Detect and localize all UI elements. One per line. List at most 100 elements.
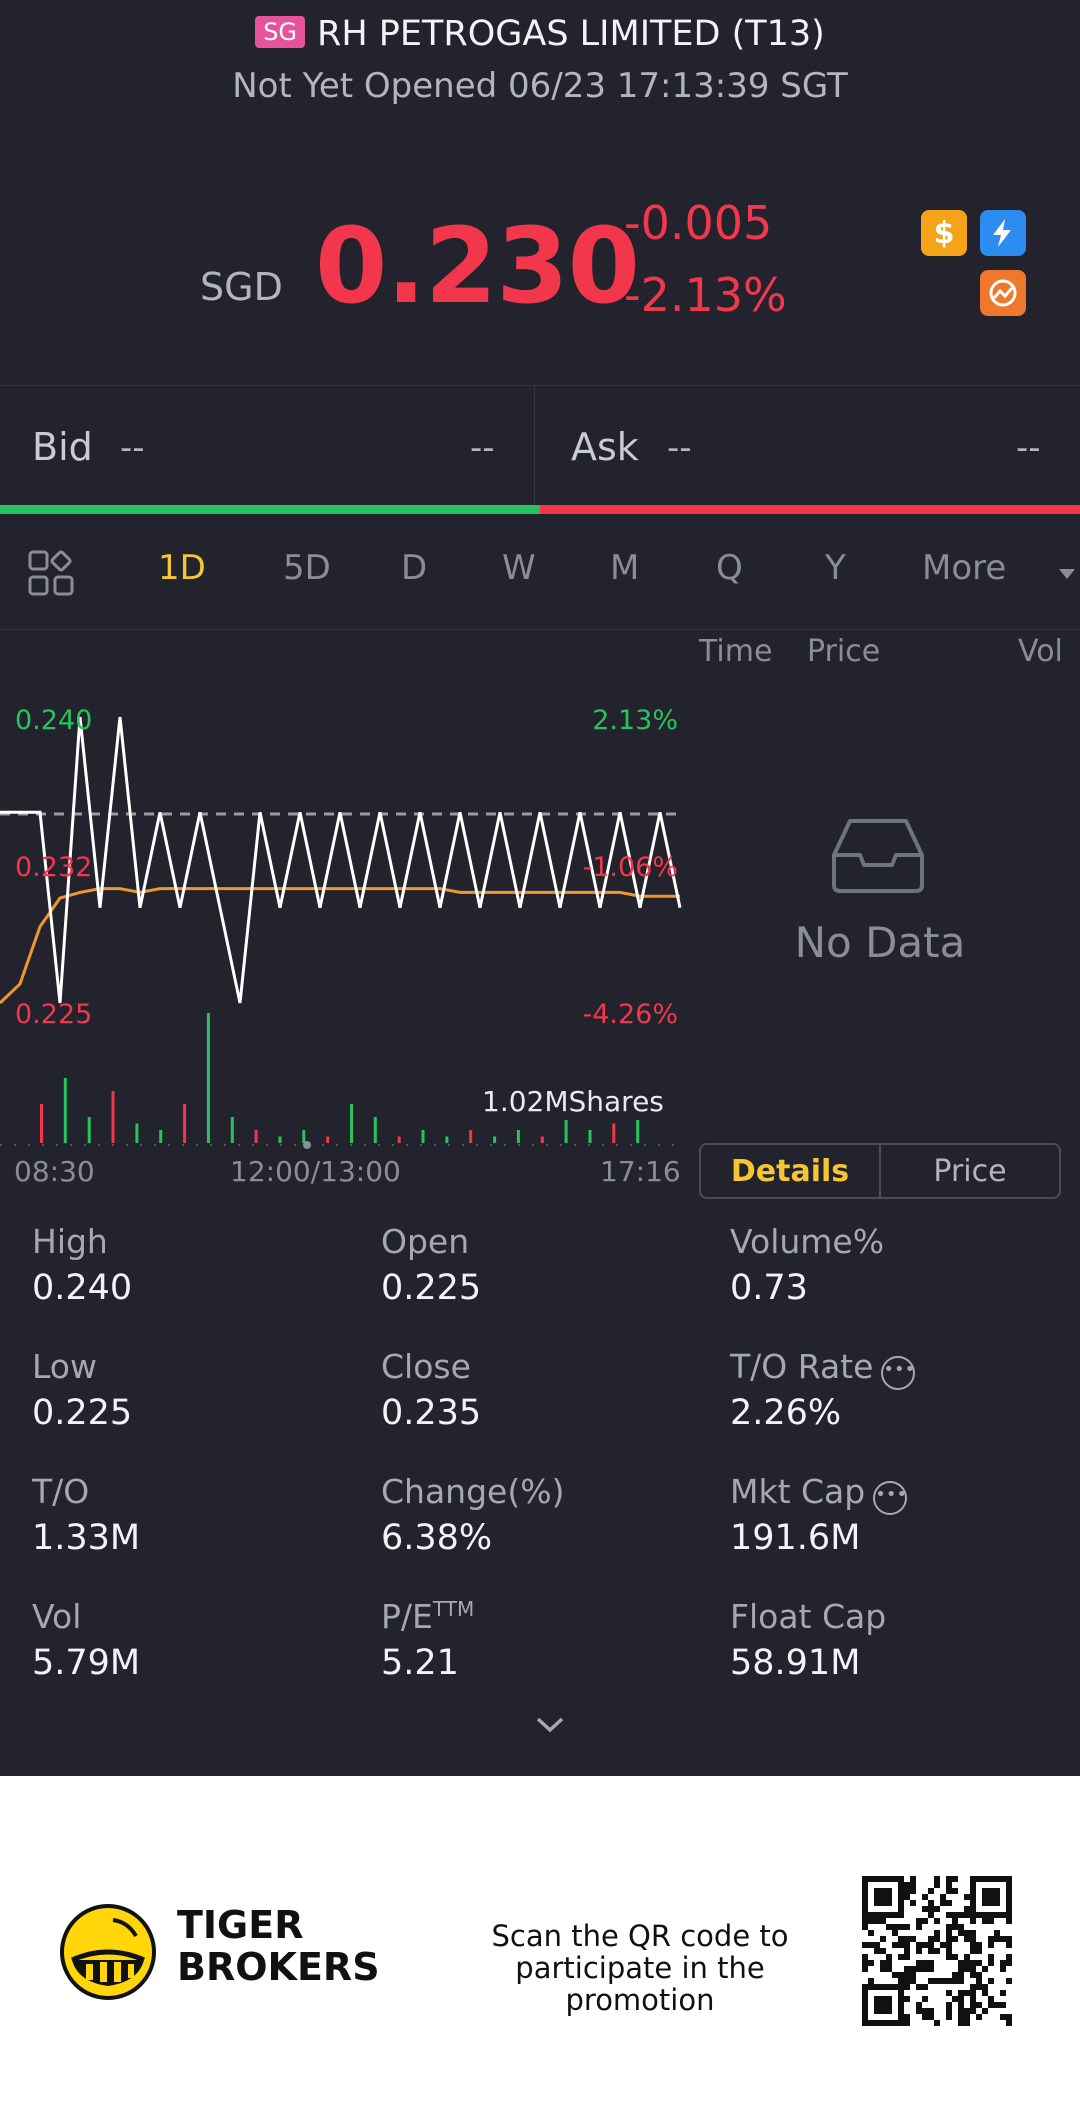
volume-bar xyxy=(254,1130,258,1143)
tab-y[interactable]: Y xyxy=(825,548,846,588)
volume-bar xyxy=(588,1130,592,1143)
volume-bars xyxy=(40,1013,640,1143)
ask-label: Ask xyxy=(571,425,639,469)
more-info-icon[interactable]: ••• xyxy=(881,1356,916,1390)
stat-value-open: 0.225 xyxy=(381,1268,482,1308)
globe-icon[interactable] xyxy=(980,270,1026,316)
volume-bar xyxy=(493,1136,497,1143)
intraday-chart[interactable] xyxy=(0,630,690,1150)
volume-bar xyxy=(373,1117,377,1143)
tab-m[interactable]: M xyxy=(610,548,640,588)
stat-label-close: Close xyxy=(381,1347,471,1386)
stat-value-high: 0.240 xyxy=(32,1268,133,1308)
promo-line-1: Scan the QR code to xyxy=(491,1919,789,1953)
pct-axis-low: -4.26% xyxy=(582,999,678,1030)
stock-title: SG RH PETROGAS LIMITED (T13) xyxy=(0,14,1080,54)
volume-bar xyxy=(469,1130,473,1143)
volume-bar xyxy=(63,1078,67,1143)
y-axis-low: 0.225 xyxy=(15,999,93,1030)
promo-text: Scan the QR code to participate in the p… xyxy=(440,1920,840,2016)
market-status: Not Yet Opened 06/23 17:13:39 SGT xyxy=(232,66,848,106)
volume-bar xyxy=(40,1104,43,1143)
tiger-logo-icon xyxy=(58,1902,158,2006)
volume-bar xyxy=(397,1136,401,1143)
ticks-col-time: Time xyxy=(699,634,773,669)
chevron-down-icon[interactable] xyxy=(535,1715,565,1739)
brand-name: TIGER BROKERS xyxy=(177,1904,380,1988)
volume-bar xyxy=(350,1104,353,1143)
volume-bar xyxy=(326,1136,330,1143)
price-change-percent: -2.13% xyxy=(624,268,787,322)
volume-bar xyxy=(636,1117,640,1143)
flash-icon[interactable] xyxy=(980,210,1026,256)
tab-q[interactable]: Q xyxy=(716,548,743,588)
to-rate-label: T/O Rate xyxy=(730,1347,874,1386)
ticks-col-price: Price xyxy=(807,634,881,669)
stat-label-low: Low xyxy=(32,1347,97,1386)
stat-label-open: Open xyxy=(381,1222,470,1261)
volume-bar xyxy=(612,1123,616,1143)
stat-value-change: 6.38% xyxy=(381,1518,493,1558)
stat-label-high: High xyxy=(32,1222,108,1261)
stat-value-low: 0.225 xyxy=(32,1393,133,1433)
volume-bar xyxy=(516,1130,520,1143)
stat-label-mkt-cap: Mkt Cap ••• xyxy=(730,1472,908,1515)
ticks-col-vol: Vol xyxy=(1018,634,1063,669)
stat-label-volume-pct: Volume% xyxy=(730,1222,885,1261)
stat-value-pe: 5.21 xyxy=(381,1643,459,1683)
stat-label-vol: Vol xyxy=(32,1597,82,1636)
promo-footer xyxy=(0,1776,1080,2123)
volume-bar xyxy=(564,1117,568,1143)
pct-axis-high: 2.13% xyxy=(592,705,678,736)
price-line xyxy=(0,716,682,1004)
volume-bar xyxy=(421,1130,425,1143)
time-mid: 12:00/13:00 xyxy=(230,1155,401,1188)
bid-price: -- xyxy=(120,428,145,468)
segment-price[interactable]: Price xyxy=(933,1153,1007,1189)
currency-label: SGD xyxy=(200,265,283,309)
average-price-line xyxy=(0,887,680,1005)
tab-more-label: More xyxy=(922,548,1007,588)
stat-label-to-rate: T/O Rate ••• xyxy=(730,1347,916,1390)
detail-segment-control: Details Price xyxy=(699,1143,1061,1199)
stat-label-turnover: T/O xyxy=(32,1472,90,1511)
y-axis-high: 0.240 xyxy=(15,705,93,736)
ticks-empty-text: No Data xyxy=(794,918,966,967)
stock-name: RH PETROGAS LIMITED (T13) xyxy=(317,14,825,54)
promo-line-2: participate in the promotion xyxy=(515,1951,765,2017)
period-tabs xyxy=(0,514,1080,630)
volume-bar xyxy=(135,1123,139,1143)
lunch-break-marker xyxy=(303,1141,311,1149)
volume-bar xyxy=(206,1013,210,1143)
stat-value-vol: 5.79M xyxy=(32,1643,141,1683)
segment-details[interactable]: Details xyxy=(701,1145,881,1197)
ask-size: -- xyxy=(1016,428,1041,468)
qr-code[interactable] xyxy=(862,1876,1012,2026)
volume-bar xyxy=(302,1130,306,1143)
volume-bar xyxy=(230,1117,234,1143)
tab-d[interactable]: D xyxy=(401,548,428,588)
stat-value-close: 0.235 xyxy=(381,1393,482,1433)
volume-bar xyxy=(278,1136,282,1143)
tab-1d[interactable]: 1D xyxy=(158,548,206,588)
more-info-icon[interactable]: ••• xyxy=(873,1481,908,1515)
tab-more[interactable]: More xyxy=(922,548,1006,588)
stat-value-float-cap: 58.91M xyxy=(730,1643,861,1683)
grid-icon[interactable] xyxy=(28,550,74,600)
volume-bar xyxy=(87,1117,91,1143)
tab-5d[interactable]: 5D xyxy=(283,548,331,588)
y-axis-mid: 0.232 xyxy=(15,852,93,883)
dollar-icon[interactable]: $ xyxy=(921,210,967,256)
divider xyxy=(534,385,535,507)
stat-label-change: Change(%) xyxy=(381,1472,565,1511)
bid-ask-panel xyxy=(0,385,1080,508)
caret-down-icon[interactable] xyxy=(1058,565,1076,584)
stat-label-float-cap: Float Cap xyxy=(730,1597,887,1636)
volume-bar xyxy=(445,1136,449,1143)
pe-superscript: TTM xyxy=(432,1597,475,1621)
mkt-cap-label: Mkt Cap xyxy=(730,1472,866,1511)
pct-axis-mid: -1.06% xyxy=(582,852,678,883)
quote-header xyxy=(0,0,1080,385)
tab-w[interactable]: W xyxy=(502,548,536,588)
stat-value-volume-pct: 0.73 xyxy=(730,1268,808,1308)
